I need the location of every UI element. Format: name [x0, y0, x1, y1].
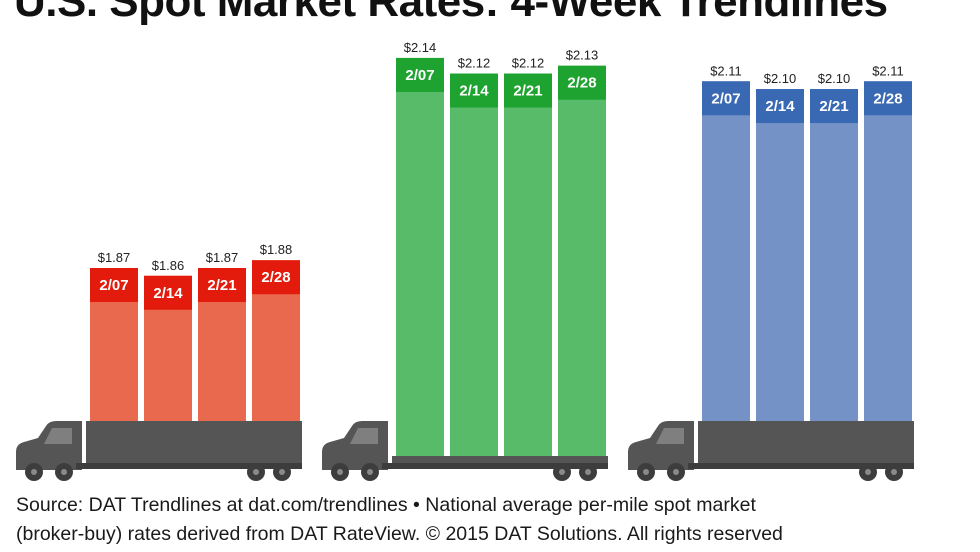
- bar-value-label: $2.10: [818, 71, 851, 86]
- bar: [396, 57, 444, 456]
- bar-category-label: 2/07: [99, 277, 128, 294]
- bar-cap: [810, 89, 858, 124]
- truck-icon-1: [16, 421, 302, 481]
- bar: [504, 73, 552, 456]
- bar-value-label: $2.14: [404, 40, 437, 55]
- bar-cap: [756, 89, 804, 124]
- bar-value-label: $2.12: [512, 56, 545, 71]
- bar-value-label: $2.12: [458, 56, 491, 71]
- truck-hub: [643, 469, 649, 475]
- truck-hub: [337, 469, 343, 475]
- truck-cab: [16, 421, 82, 470]
- truck-flatbed: [392, 456, 608, 465]
- truck-icon-3: [628, 421, 914, 481]
- truck-trailer: [86, 421, 302, 465]
- truck-hub: [891, 469, 897, 475]
- truck-chassis: [76, 463, 302, 469]
- bar-value-label: $2.11: [872, 63, 904, 78]
- truck-window: [350, 428, 378, 444]
- bar-cap: [198, 268, 246, 302]
- chart-title: U.S. Spot Market Rates: 4-Week Trendline…: [14, 0, 888, 26]
- bar-category-label: 2/21: [513, 83, 542, 100]
- bar-category-label: 2/07: [711, 90, 740, 107]
- truck-cab: [322, 421, 388, 470]
- bar-category-label: 2/14: [459, 83, 489, 100]
- truck-chassis: [688, 463, 914, 469]
- bar-cap: [504, 73, 552, 108]
- truck-hub: [559, 469, 565, 475]
- bar: [558, 65, 606, 456]
- bar-group-2: 2/07 $2.14 2/14 $2.12 2/21 $2.12 2/28 $2.13: [396, 40, 606, 456]
- bar-cap: [396, 57, 444, 92]
- chart-area: 2/07$1.872/14$1.862/21$1.872/28$1.882/07…: [16, 40, 914, 481]
- bar-value-label: $1.88: [260, 242, 293, 257]
- bar-category-label: 2/21: [207, 277, 236, 294]
- truck-icon-2: [322, 421, 608, 481]
- truck-hub: [253, 469, 259, 475]
- bar: [810, 89, 858, 421]
- bar-category-label: 2/21: [819, 98, 848, 115]
- bar-value-label: $1.87: [98, 250, 131, 265]
- truck-trailer: [698, 421, 914, 465]
- truck-hub: [673, 469, 679, 475]
- bar-category-label: 2/14: [153, 285, 183, 302]
- bar-cap: [450, 73, 498, 108]
- bar-category-label: 2/14: [765, 98, 795, 115]
- truck-hub: [61, 469, 67, 475]
- bar-cap: [864, 81, 912, 116]
- bar-cap: [558, 65, 606, 100]
- bar-value-label: $2.13: [566, 48, 599, 63]
- truck-hub: [865, 469, 871, 475]
- truck-window: [656, 428, 684, 444]
- truck-hub: [279, 469, 285, 475]
- bar-value-label: $1.86: [152, 258, 185, 273]
- truck-window: [44, 428, 72, 444]
- bar: [450, 73, 498, 456]
- truck-hub: [585, 469, 591, 475]
- truck-cab: [628, 421, 694, 470]
- bar: [702, 81, 750, 421]
- bar-value-label: $1.87: [206, 250, 239, 265]
- bar-group-3: 2/07 $2.11 2/14 $2.10 2/21 $2.10 2/28 $2.11: [702, 63, 912, 421]
- bar-category-label: 2/07: [405, 67, 434, 84]
- bar-cap: [144, 275, 192, 310]
- bar: [756, 89, 804, 421]
- bar-category-label: 2/28: [261, 269, 290, 286]
- bar-value-label: $2.10: [764, 71, 797, 86]
- bar-cap: [252, 260, 300, 295]
- source-note: Source: DAT Trendlines at dat.com/trendl…: [16, 491, 966, 549]
- bar-cap: [90, 268, 138, 302]
- bar-category-label: 2/28: [873, 90, 902, 107]
- source-line-2: (broker-buy) rates derived from DAT Rate…: [16, 523, 783, 545]
- truck-chassis: [382, 463, 608, 469]
- truck-hub: [367, 469, 373, 475]
- bar-category-label: 2/28: [567, 75, 596, 92]
- bar-value-label: $2.11: [710, 63, 742, 78]
- bar-cap: [702, 81, 750, 116]
- bar: [864, 81, 912, 421]
- bar-group-1: 2/07 $1.87 2/14 $1.86 2/21 $1.87 2/28 $1.88: [90, 242, 300, 421]
- source-line-1: Source: DAT Trendlines at dat.com/trendl…: [16, 494, 756, 516]
- truck-hub: [31, 469, 37, 475]
